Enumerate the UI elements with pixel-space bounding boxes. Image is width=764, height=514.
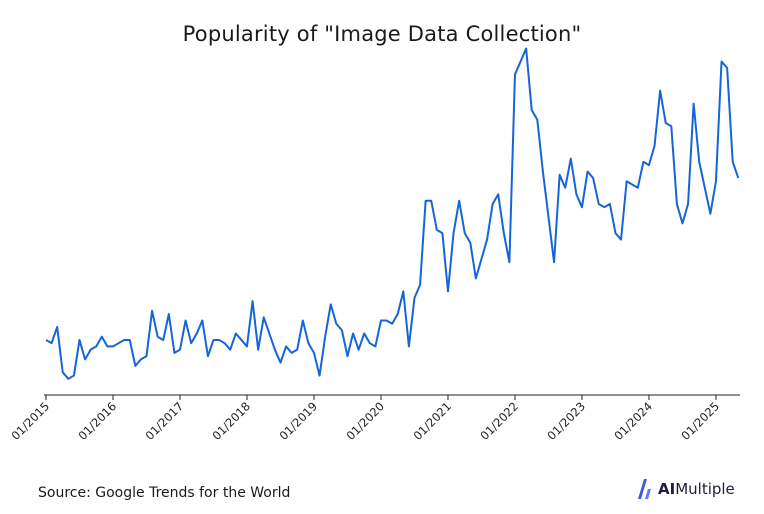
chart-title: Popularity of "Image Data Collection"	[182, 22, 582, 46]
x-tick-label: 01/2016	[75, 399, 119, 443]
x-tick-label: 01/2015	[8, 399, 52, 443]
brand-suffix: Multiple	[675, 480, 735, 498]
series-line-group	[45, 47, 740, 380]
series-line	[45, 47, 740, 380]
x-tick-label: 01/2024	[611, 399, 655, 443]
x-tick-label: 01/2023	[544, 399, 588, 443]
brand-logo: AIMultiple	[636, 477, 735, 501]
source-note: Source: Google Trends for the World	[38, 485, 291, 501]
x-tick-label: 01/2018	[209, 399, 253, 443]
x-axis-ticks: 01/2015 01/2016 01/2017 01/2018 01/2019 01/20…	[8, 395, 722, 443]
x-tick-label: 01/2021	[410, 399, 454, 443]
x-tick-label: 01/2017	[142, 399, 186, 443]
x-tick-label: 01/2019	[276, 399, 320, 443]
x-tick-label: 01/2020	[343, 399, 387, 443]
x-tick-label: 01/2022	[477, 399, 521, 443]
brand-name: AIMultiple	[658, 480, 735, 498]
x-tick-label: 01/2025	[678, 399, 722, 443]
brand-prefix: AI	[658, 480, 676, 498]
brand-mark-icon	[638, 479, 651, 499]
